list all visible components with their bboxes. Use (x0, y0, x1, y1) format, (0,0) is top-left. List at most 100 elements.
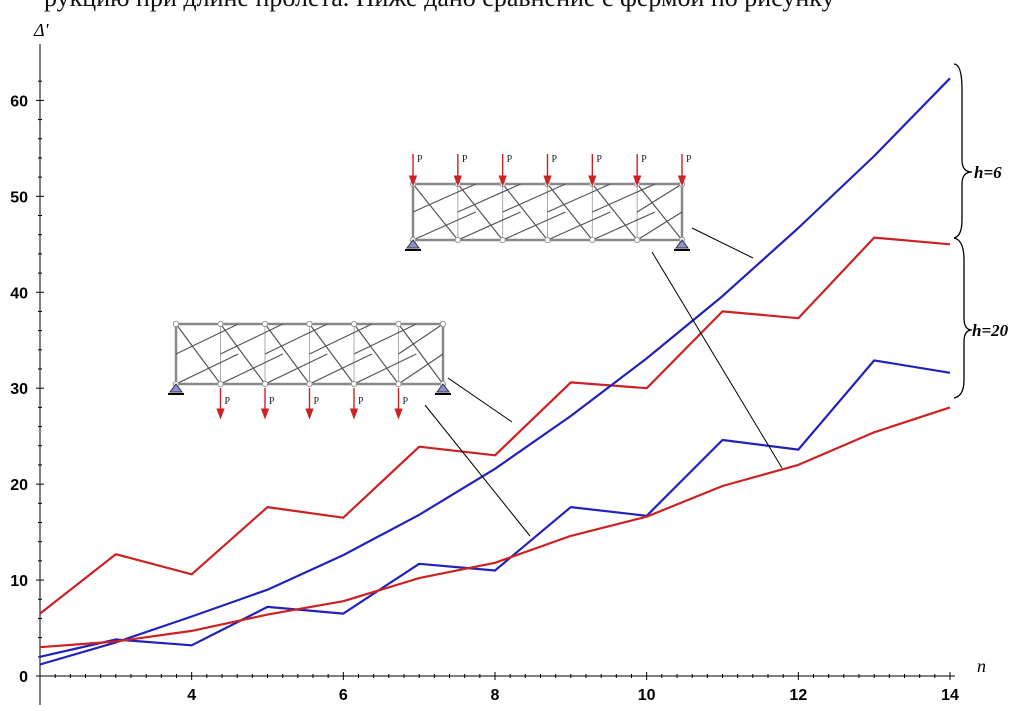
truss-diagonal (398, 353, 444, 385)
truss-diagonal (457, 211, 521, 241)
load-label: P (403, 396, 409, 407)
truss-node (544, 236, 551, 244)
truss-diagonal (398, 323, 444, 385)
truss-diagonal (592, 211, 656, 241)
annotation-h6: h=6 (974, 163, 1002, 182)
truss-node (261, 380, 269, 388)
y-tick-label: 40 (10, 285, 28, 302)
leader-line (651, 251, 783, 469)
truss-diagonal (636, 183, 683, 213)
series-line-4 (39, 406, 951, 649)
truss-diagonal (264, 323, 310, 385)
truss-diagonal (547, 183, 611, 213)
annotation-h20: h=20 (972, 321, 1009, 340)
truss-diagonal (636, 183, 683, 241)
truss-diagonal (264, 353, 328, 385)
brace-h20 (953, 237, 973, 399)
truss-diagonal (353, 323, 399, 385)
braces (953, 63, 973, 399)
brace-h6 (953, 63, 973, 239)
truss-diagonal (636, 211, 683, 241)
truss-node (350, 320, 358, 328)
page-caption-strip: рукцию при длине пролета. Ниже дано срав… (0, 0, 1027, 16)
series-line-3 (39, 359, 951, 658)
series-group (39, 77, 951, 666)
series-line-2 (39, 77, 951, 666)
y-tick-label: 20 (10, 477, 28, 494)
load-label: P (225, 396, 231, 407)
truss-node (589, 236, 596, 244)
x-tick-label: 6 (339, 687, 348, 704)
truss-node (350, 380, 358, 388)
x-tick-label: 14 (941, 687, 959, 704)
page-caption-text: рукцию при длине пролета. Ниже дано срав… (44, 0, 835, 12)
truss-diagonal (412, 183, 477, 213)
truss-diagonal (457, 183, 521, 213)
truss-diagonal (309, 353, 373, 385)
truss-diagonal (309, 323, 373, 355)
truss-diagonal (220, 353, 284, 385)
truss-node (261, 320, 269, 328)
truss-node (678, 180, 686, 188)
truss-node (589, 180, 596, 188)
load-label: P (507, 154, 513, 165)
truss-node (395, 320, 402, 328)
truss-diagonal (398, 323, 444, 355)
truss-diagonal (547, 211, 611, 241)
truss-node (217, 320, 224, 328)
truss-diagonal (412, 211, 477, 241)
truss-node (172, 320, 180, 328)
truss-diagonal (353, 323, 417, 355)
truss-diagonal (264, 323, 328, 355)
truss-diagonal (353, 353, 417, 385)
truss-diagonal (591, 183, 638, 241)
load-label: P (462, 154, 468, 165)
truss-diagonal (175, 323, 239, 355)
load-label: P (641, 154, 647, 165)
load-label: P (314, 396, 320, 407)
truss-node (634, 236, 641, 244)
x-tick-label: 4 (187, 687, 196, 704)
truss-diagonal (220, 323, 284, 355)
load-label: P (686, 154, 692, 165)
truss-diagonal (457, 183, 504, 241)
truss-node (439, 320, 447, 328)
x-axis-label: n (977, 656, 986, 676)
load-label: P (269, 396, 275, 407)
truss-node (395, 380, 402, 388)
y-tick-label: 50 (10, 189, 28, 206)
y-tick-label: 10 (10, 573, 28, 590)
truss-node (409, 180, 417, 188)
y-tick-label: 60 (10, 93, 28, 110)
series-line-1 (39, 236, 951, 615)
leader-lines (424, 227, 783, 537)
truss-node (634, 180, 641, 188)
load-label: P (596, 154, 602, 165)
x-tick-label: 8 (491, 687, 500, 704)
truss-diagonal (175, 323, 221, 385)
truss-node (454, 236, 461, 244)
truss-diagonal (309, 323, 355, 385)
truss-diagonal (547, 183, 593, 241)
y-tick-label: 30 (10, 381, 28, 398)
roller-support (436, 383, 450, 393)
truss-diagonal (175, 353, 239, 385)
truss-node (306, 320, 313, 328)
truss-diagonal (412, 183, 459, 241)
truss-node (499, 236, 506, 244)
leader-line (691, 227, 754, 259)
x-tick-label: 10 (638, 687, 656, 704)
axes (36, 44, 955, 705)
truss-node (499, 180, 506, 188)
pin-support (406, 239, 420, 249)
leader-line (424, 404, 531, 537)
y-axis-label: Δ' (33, 20, 50, 40)
load-label: P (552, 154, 558, 165)
truss-diagonal (220, 323, 266, 385)
truss-node (217, 380, 224, 388)
roller-support (675, 239, 689, 249)
truss-node (544, 180, 551, 188)
